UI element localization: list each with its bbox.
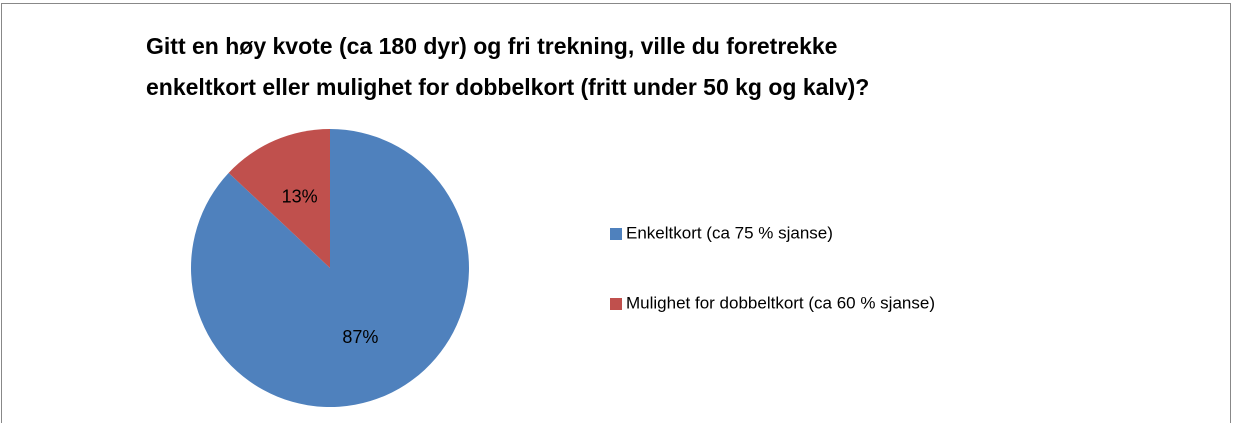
data-label: 13% — [282, 187, 318, 207]
legend-label: Enkeltkort (ca 75 % sjanse) — [626, 223, 833, 242]
chart-title: Gitt en høy kvote (ca 180 dyr) og fri tr… — [146, 33, 837, 59]
pie-slice — [228, 129, 330, 268]
chart-border — [1, 3, 1231, 423]
data-label: 87% — [342, 327, 378, 347]
legend-swatch — [610, 228, 622, 240]
chart-title: enkeltkort eller mulighet for dobbelkort… — [146, 74, 869, 100]
legend-label: Mulighet for dobbeltkort (ca 60 % sjanse… — [626, 293, 935, 312]
legend-swatch — [610, 298, 622, 310]
